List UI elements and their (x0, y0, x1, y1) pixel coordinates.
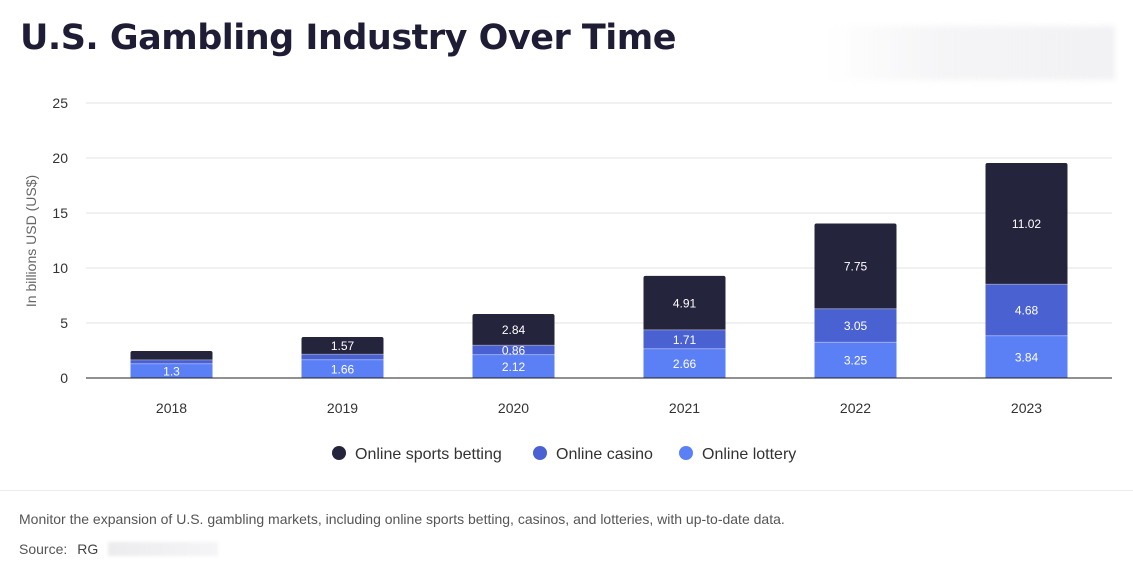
bar-segment-online-casino-2021[interactable] (643, 329, 726, 349)
y-tick-label: 25 (52, 95, 68, 111)
data-label: 0.86 (502, 343, 526, 357)
source-line: Source: RG (19, 541, 219, 557)
y-tick-label: 5 (60, 315, 68, 331)
data-label: 1.66 (331, 362, 355, 376)
y-axis-ticks: 0 5 10 15 20 25 (52, 95, 68, 386)
legend-label[interactable]: Online lottery (702, 446, 796, 463)
legend[interactable]: Online sports betting Online casino Online… (332, 446, 796, 463)
bar-segment-online-lottery-2022[interactable] (814, 342, 897, 378)
bar-segment-online-sports-betting-2022[interactable] (814, 223, 897, 309)
x-tick-label: 2022 (840, 400, 871, 416)
legend-marker[interactable] (332, 446, 346, 460)
bar-segment-online-sports-betting-2021[interactable] (643, 275, 726, 330)
bar-segment-online-lottery-2018[interactable] (130, 363, 213, 378)
bar-segment-online-casino-2023[interactable] (985, 284, 1068, 336)
y-tick-label: 15 (52, 205, 68, 221)
bar-segment-online-casino-2019[interactable] (301, 354, 384, 360)
y-axis-label: In billions USD (US$) (23, 175, 39, 307)
source-value[interactable]: RG (77, 541, 99, 557)
legend-marker[interactable] (533, 446, 547, 460)
x-tick-label: 2019 (327, 400, 358, 416)
data-label: 3.25 (844, 354, 868, 368)
data-label: 3.05 (844, 319, 868, 333)
y-tick-label: 10 (52, 260, 68, 276)
y-tick-label: 20 (52, 150, 68, 166)
data-label: 1.3 (163, 364, 180, 378)
blurred-source-region (108, 542, 219, 556)
bar-segment-online-lottery-2020[interactable] (472, 354, 555, 378)
data-label: 2.12 (502, 360, 526, 374)
bar-segment-online-lottery-2019[interactable] (301, 359, 384, 378)
x-tick-label: 2020 (498, 400, 529, 416)
bar-segment-online-casino-2018[interactable] (130, 359, 213, 364)
bar-segment-online-sports-betting-2019[interactable] (301, 336, 384, 355)
y-tick-label: 0 (60, 370, 68, 386)
gridlines (86, 102, 1112, 324)
blurred-header-region (825, 26, 1115, 80)
data-label: 1.71 (673, 333, 697, 347)
stacked-bar-chart: 0 5 10 15 20 25 In billions USD (US$) 1.3 1.66… (23, 95, 1112, 463)
bar-segment-online-casino-2020[interactable] (472, 345, 555, 355)
data-label: 2.84 (502, 323, 526, 337)
data-label: 3.84 (1015, 350, 1039, 364)
x-axis-ticks: 2018 2019 2020 2021 2022 2023 (156, 400, 1042, 416)
data-label: 7.75 (844, 260, 868, 274)
data-label: 11.02 (1012, 217, 1041, 231)
legend-label[interactable]: Online sports betting (355, 446, 502, 463)
data-label: 1.57 (331, 339, 355, 353)
x-tick-label: 2021 (669, 400, 700, 416)
chart-description: Monitor the expansion of U.S. gambling m… (19, 511, 785, 527)
source-label: Source: (19, 541, 68, 557)
bar-segment-online-sports-betting-2020[interactable] (472, 313, 555, 346)
legend-marker[interactable] (679, 446, 693, 460)
bar-segment-online-lottery-2023[interactable] (985, 335, 1068, 378)
bar-segment-online-lottery-2021[interactable] (643, 348, 726, 378)
data-label: 4.91 (673, 296, 697, 310)
bar-segment-online-sports-betting-2023[interactable] (985, 163, 1068, 285)
bars: 1.3 1.66 1.57 2.12 0.86 2.84 2.66 1.71 4.91 3.25 3… (130, 163, 1068, 378)
bar-segment-online-sports-betting-2018[interactable] (130, 351, 213, 360)
x-tick-label: 2018 (156, 400, 187, 416)
x-tick-label: 2023 (1011, 400, 1042, 416)
data-label: 4.68 (1015, 304, 1039, 318)
footer: Monitor the expansion of U.S. gambling m… (0, 490, 1133, 567)
bar-segment-online-casino-2022[interactable] (814, 308, 897, 343)
page-title: U.S. Gambling Industry Over Time (20, 18, 677, 58)
legend-label[interactable]: Online casino (556, 446, 653, 463)
data-label: 2.66 (673, 357, 697, 371)
